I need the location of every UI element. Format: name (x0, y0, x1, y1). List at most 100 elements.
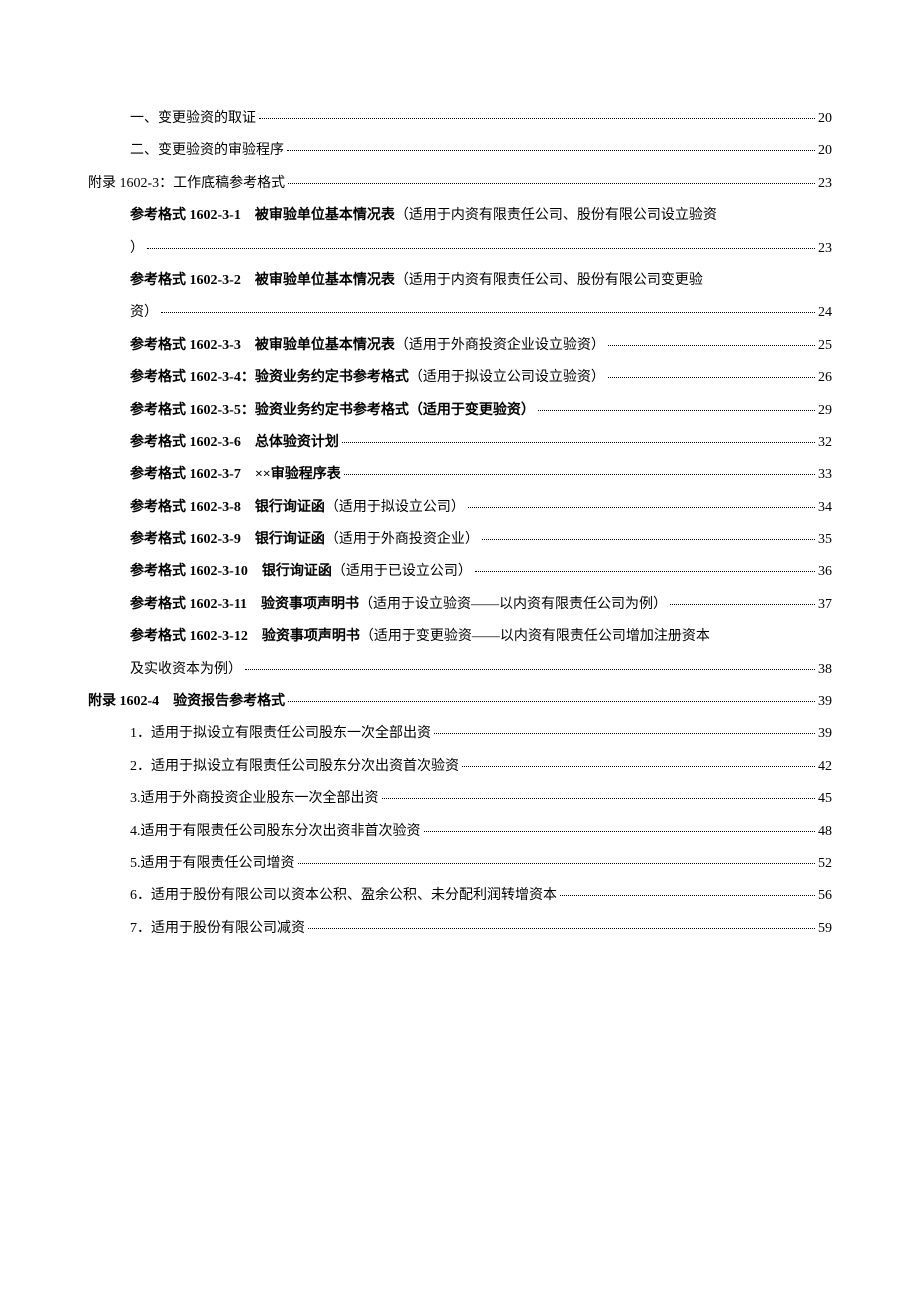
toc-leader-dots (382, 798, 816, 799)
toc-text-segment: 2．适用于拟设立有限责任公司股东分次出资首次验资 (130, 759, 459, 774)
toc-label: 参考格式 1602-3-1 被审验单位基本情况表（适用于内资有限责任公司、股份有… (130, 205, 717, 227)
toc-entry-line: 资） 24 (130, 302, 832, 324)
toc-entry: 参考格式 1602-3-8 银行询证函（适用于拟设立公司）34 (88, 497, 832, 519)
toc-label: 资） (130, 302, 158, 324)
toc-text-segment: 3.适用于外商投资企业股东一次全部出资 (130, 791, 379, 806)
toc-leader-dots (342, 442, 815, 443)
toc-entry-line: 参考格式 1602-3-12 验资事项声明书（适用于变更验资——以内资有限责任公… (130, 626, 832, 648)
toc-entry: 参考格式 1602-3-5：验资业务约定书参考格式（适用于变更验资）29 (88, 400, 832, 422)
toc-text-segment: （适用于变更验资——以内资有限责任公司增加注册资本 (360, 629, 710, 644)
toc-leader-dots (344, 474, 815, 475)
toc-text-segment: 参考格式 1602-3-3 被审验单位基本情况表 (130, 338, 395, 353)
toc-entry: 4.适用于有限责任公司股东分次出资非首次验资 48 (88, 821, 832, 843)
toc-entry: 7．适用于股份有限公司减资 59 (88, 918, 832, 940)
toc-text-segment: 4.适用于有限责任公司股东分次出资非首次验资 (130, 824, 421, 839)
toc-text-segment: 参考格式 1602-3-9 银行询证函 (130, 532, 325, 547)
toc-text-segment: 参考格式 1602-3-2 被审验单位基本情况表 (130, 273, 395, 288)
toc-text-segment: （适用于内资有限责任公司、股份有限公司设立验资 (395, 208, 717, 223)
toc-text-segment: 参考格式 1602-3-1 被审验单位基本情况表 (130, 208, 395, 223)
toc-leader-dots (424, 831, 816, 832)
toc-leader-dots (287, 150, 815, 151)
toc-text-segment: （适用于设立验资——以内资有限责任公司为例） (359, 597, 667, 612)
toc-entry: 一、变更验资的取证 20 (88, 108, 832, 130)
toc-leader-dots (245, 669, 815, 670)
toc-text-segment: 一、变更验资的取证 (130, 111, 256, 126)
toc-page-number: 59 (818, 918, 832, 940)
toc-text-segment: 6．适用于股份有限公司以资本公积、盈余公积、未分配利润转增资本 (130, 888, 557, 903)
toc-leader-dots (161, 312, 815, 313)
toc-entry-line: 参考格式 1602-3-2 被审验单位基本情况表（适用于内资有限责任公司、股份有… (130, 270, 832, 292)
toc-entry: 参考格式 1602-3-11 验资事项声明书（适用于设立验资——以内资有限责任公… (88, 594, 832, 616)
toc-page-number: 45 (818, 788, 832, 810)
toc-text-segment: 二、变更验资的审验程序 (130, 143, 284, 158)
toc-leader-dots (475, 571, 815, 572)
toc-page-number: 36 (818, 561, 832, 583)
toc-label: 附录 1602-4 验资报告参考格式 (88, 691, 285, 713)
toc-entry: 3.适用于外商投资企业股东一次全部出资 45 (88, 788, 832, 810)
toc-leader-dots (560, 895, 815, 896)
toc-text-segment: 参考格式 1602-3-10 银行询证函 (130, 564, 332, 579)
toc-page-number: 32 (818, 432, 832, 454)
toc-entry: 参考格式 1602-3-2 被审验单位基本情况表（适用于内资有限责任公司、股份有… (88, 270, 832, 325)
toc-label: 参考格式 1602-3-9 银行询证函（适用于外商投资企业） (130, 529, 479, 551)
toc-entry: 参考格式 1602-3-1 被审验单位基本情况表（适用于内资有限责任公司、股份有… (88, 205, 832, 260)
toc-leader-dots (608, 377, 815, 378)
toc-leader-dots (434, 733, 815, 734)
toc-text-segment: 参考格式 1602-3-4：验资业务约定书参考格式 (130, 370, 409, 385)
toc-label: 参考格式 1602-3-8 银行询证函（适用于拟设立公司） (130, 497, 465, 519)
toc-entry: 参考格式 1602-3-7 ××审验程序表33 (88, 464, 832, 486)
toc-label: 6．适用于股份有限公司以资本公积、盈余公积、未分配利润转增资本 (130, 885, 557, 907)
toc-label: 参考格式 1602-3-3 被审验单位基本情况表（适用于外商投资企业设立验资） (130, 335, 605, 357)
toc-entry: 附录 1602-3：工作底稿参考格式23 (88, 173, 832, 195)
toc-text-segment: 附录 1602-3：工作底稿参考格式 (88, 176, 285, 191)
toc-page-number: 24 (818, 302, 832, 324)
toc-label: 7．适用于股份有限公司减资 (130, 918, 305, 940)
toc-text-segment: （适用于外商投资企业） (325, 532, 479, 547)
toc-leader-dots (308, 928, 815, 929)
toc-text-segment: 7．适用于股份有限公司减资 (130, 921, 305, 936)
toc-page-number: 37 (818, 594, 832, 616)
toc-page-number: 42 (818, 756, 832, 778)
toc-leader-dots (482, 539, 815, 540)
toc-leader-dots (462, 766, 815, 767)
toc-text-segment: 参考格式 1602-3-12 验资事项声明书 (130, 629, 360, 644)
toc-text-segment: 参考格式 1602-3-11 验资事项声明书 (130, 597, 359, 612)
toc-page-number: 38 (818, 659, 832, 681)
toc-label: 一、变更验资的取证 (130, 108, 256, 130)
toc-entry: 参考格式 1602-3-6 总体验资计划 32 (88, 432, 832, 454)
toc-page-number: 39 (818, 723, 832, 745)
toc-entry-line: ） 23 (130, 238, 832, 260)
toc-leader-dots (288, 183, 815, 184)
toc-label: 3.适用于外商投资企业股东一次全部出资 (130, 788, 379, 810)
toc-page-number: 52 (818, 853, 832, 875)
toc-label: 1．适用于拟设立有限责任公司股东一次全部出资 (130, 723, 431, 745)
toc-text-segment: （适用于外商投资企业设立验资） (395, 338, 605, 353)
toc-leader-dots (259, 118, 815, 119)
toc-text-segment: （适用于已设立公司） (332, 564, 472, 579)
toc-text-segment: 5.适用于有限责任公司增资 (130, 856, 295, 871)
toc-text-segment: 及实收资本为例） (130, 662, 242, 677)
toc-text-segment: 1．适用于拟设立有限责任公司股东一次全部出资 (130, 726, 431, 741)
toc-entry: 6．适用于股份有限公司以资本公积、盈余公积、未分配利润转增资本 56 (88, 885, 832, 907)
toc-label: 参考格式 1602-3-6 总体验资计划 (130, 432, 339, 454)
toc-page-number: 48 (818, 821, 832, 843)
toc-entry: 参考格式 1602-3-3 被审验单位基本情况表（适用于外商投资企业设立验资）2… (88, 335, 832, 357)
toc-text-segment: 参考格式 1602-3-5：验资业务约定书参考格式（适用于变更验资） (130, 403, 535, 418)
toc-page-number: 56 (818, 885, 832, 907)
toc-entry: 5.适用于有限责任公司增资 52 (88, 853, 832, 875)
toc-text-segment: （适用于内资有限责任公司、股份有限公司变更验 (395, 273, 703, 288)
toc-entry: 参考格式 1602-3-4：验资业务约定书参考格式（适用于拟设立公司设立验资）2… (88, 367, 832, 389)
toc-page-number: 20 (818, 108, 832, 130)
toc-page-number: 23 (818, 238, 832, 260)
toc-entry: 参考格式 1602-3-12 验资事项声明书（适用于变更验资——以内资有限责任公… (88, 626, 832, 681)
toc-entry: 1．适用于拟设立有限责任公司股东一次全部出资 39 (88, 723, 832, 745)
toc-leader-dots (298, 863, 816, 864)
toc-label: 二、变更验资的审验程序 (130, 140, 284, 162)
toc-label: 5.适用于有限责任公司增资 (130, 853, 295, 875)
toc-label: 参考格式 1602-3-10 银行询证函（适用于已设立公司） (130, 561, 472, 583)
toc-label: ） (130, 238, 144, 260)
toc-text-segment: 资） (130, 305, 158, 320)
toc-leader-dots (468, 507, 815, 508)
toc-entry-line: 及实收资本为例） 38 (130, 659, 832, 681)
toc-label: 2．适用于拟设立有限责任公司股东分次出资首次验资 (130, 756, 459, 778)
